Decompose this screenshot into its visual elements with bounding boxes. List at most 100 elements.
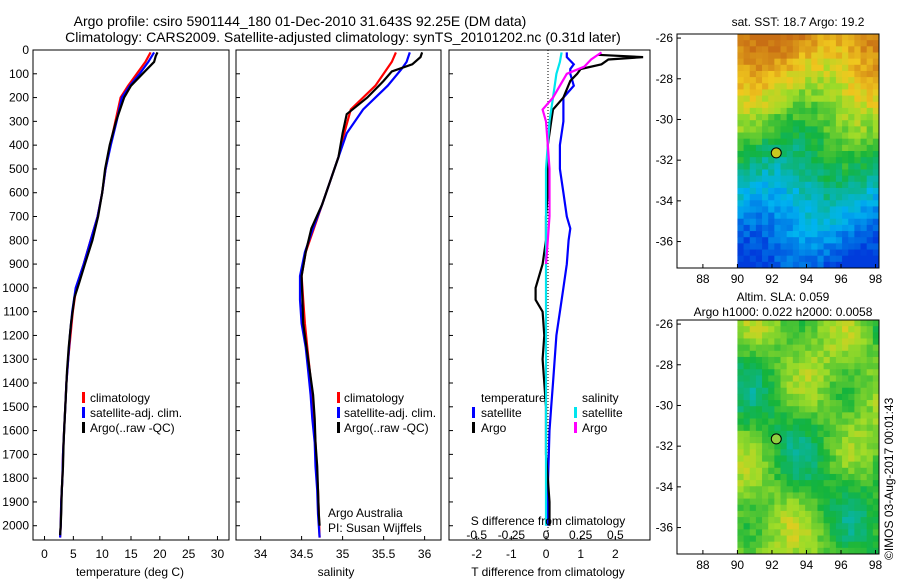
depth-tick-label-5: 500 (9, 162, 29, 176)
map-cell (780, 387, 788, 395)
map-cell (762, 535, 769, 543)
map-cell (835, 255, 843, 263)
map-cell (768, 393, 775, 401)
map-cell (755, 326, 763, 333)
map-cell (749, 326, 757, 333)
map-cell (780, 200, 788, 207)
map-cell (749, 151, 757, 158)
map-ytick-label-1: -28 (656, 72, 674, 86)
map-cell (737, 418, 744, 426)
map-cell (780, 157, 788, 164)
map-cell (860, 455, 868, 463)
map-cell (743, 320, 751, 327)
map-cell (872, 523, 880, 530)
map-cell (817, 461, 825, 469)
map-cell (835, 473, 843, 481)
map-cell (817, 517, 825, 524)
map-cell (749, 541, 757, 549)
map-cell (786, 480, 794, 487)
map-cell (743, 437, 751, 444)
map-cell (866, 350, 874, 358)
map-cell (798, 224, 806, 232)
map-cell (872, 77, 880, 84)
map-cell (755, 449, 763, 456)
map-cell (743, 400, 751, 407)
map-cell (811, 64, 818, 72)
map-cell (866, 529, 874, 536)
depth-tick-label-17: 1700 (2, 447, 29, 461)
map-cell (774, 467, 781, 475)
map-cell (823, 344, 831, 352)
map-cell (774, 529, 781, 536)
map-cell (755, 224, 763, 232)
map-cell (786, 101, 794, 109)
map-cell (749, 344, 757, 352)
map-cell (829, 52, 837, 60)
map-cell (817, 350, 825, 358)
map-cell (780, 77, 788, 84)
diff-xtick-label-3: 1 (577, 547, 584, 561)
salinity-panel: 34 34.5 35 35.5 36 salinity climatology sate… (235, 49, 442, 579)
map-cell (829, 126, 837, 133)
map-cell (749, 480, 757, 487)
map-cell (749, 255, 757, 263)
sal-xtick-label-0: 34 (254, 547, 268, 561)
map-cell (762, 492, 769, 499)
map-cell (860, 504, 868, 512)
map-cell (823, 58, 831, 66)
map-cell (842, 151, 849, 158)
map-cell (860, 206, 868, 213)
imos-stamp: ©IMOS 03-Aug-2017 00:01:43 (882, 397, 896, 560)
map-cell (786, 169, 794, 177)
map-cell (762, 95, 769, 103)
map-cell (743, 107, 751, 115)
map-cell (805, 326, 812, 333)
map-cell (768, 363, 775, 370)
map-cell (780, 169, 788, 177)
map-cell (860, 449, 868, 456)
map-cell (786, 95, 794, 103)
map-cell (755, 480, 763, 487)
map-cell (848, 40, 855, 47)
map-cell (786, 200, 794, 207)
map-cell (792, 64, 800, 72)
map-cell (817, 467, 825, 475)
map-cell (817, 206, 825, 213)
map-cell (743, 363, 751, 370)
map-cell (823, 492, 831, 499)
map-cell (749, 437, 757, 444)
map-cell (780, 400, 788, 407)
map-cell (780, 218, 788, 226)
map-cell (743, 498, 751, 506)
map-cell (737, 461, 744, 469)
map-cell (872, 529, 880, 536)
map-cell (798, 332, 806, 339)
map-cell (811, 206, 818, 213)
map-cell (755, 406, 763, 413)
map-cell (780, 114, 788, 121)
temp-series-2 (59, 51, 159, 536)
map-cell (774, 218, 781, 226)
map-cell (842, 449, 849, 456)
map-cell (854, 486, 861, 493)
map-cell (829, 424, 837, 432)
map-cell (835, 455, 843, 463)
map-cell (805, 338, 812, 346)
map-cell (749, 498, 757, 506)
map-cell (805, 430, 812, 438)
map-cell (805, 218, 812, 226)
map-cell (780, 467, 788, 475)
map-cell (872, 101, 880, 109)
s-difference-label: S difference from climatology (471, 514, 626, 528)
map-cell (737, 424, 744, 432)
map-cell (792, 77, 800, 84)
map-cell (823, 237, 831, 244)
map-cell (798, 498, 806, 506)
map-cell (848, 132, 855, 140)
map-cell (835, 157, 843, 164)
map-cell (842, 77, 849, 84)
map-cell (762, 237, 769, 244)
map-cell (829, 375, 837, 382)
map-cell (872, 52, 880, 60)
